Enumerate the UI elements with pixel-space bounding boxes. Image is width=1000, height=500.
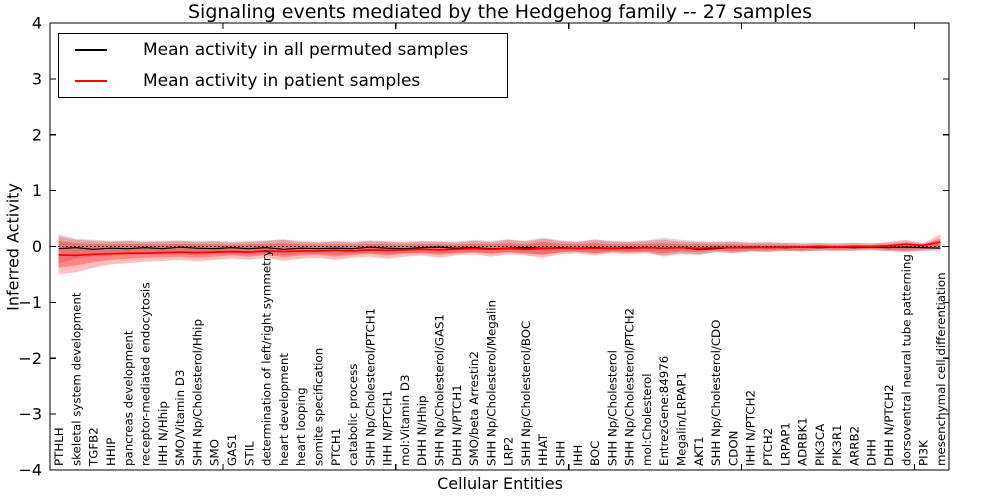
patient-mean-line [58, 241, 941, 257]
y-tick-label: 4 [32, 14, 42, 33]
y-tick-label: 2 [32, 125, 42, 144]
y-tick-label: 3 [32, 69, 42, 88]
x-category-label: AKT1 [692, 436, 706, 466]
x-category-label: mesenchymal cell differentiation [934, 272, 948, 466]
x-category-label: SHH Np/Cholesterol/Hhip [191, 319, 205, 466]
y-axis-label: Inferred Activity [3, 183, 23, 311]
x-category-label: IHH N/Hhip [156, 401, 170, 466]
legend: Mean activity in all permuted samples Me… [58, 33, 508, 98]
x-category-label: pancreas development [121, 330, 135, 466]
x-category-label: HHIP [104, 438, 118, 466]
y-tick-label: 1 [32, 181, 42, 200]
x-category-label: ARRB2 [847, 426, 861, 466]
y-tick-label: −4 [18, 461, 42, 480]
x-category-label: SHH Np/Cholesterol/Megalin [484, 300, 498, 466]
x-category-label: Megalin/LRPAP1 [675, 372, 689, 466]
x-category-label: SMO [208, 439, 222, 466]
x-category-label: SHH Np/Cholesterol/CDO [709, 320, 723, 466]
x-category-label: PI3K [917, 440, 931, 466]
x-category-label: SMO/beta Arrestin2 [467, 351, 481, 466]
x-category-label: IHH N/PTCH1 [381, 390, 395, 466]
x-category-label: somite specification [312, 348, 326, 466]
x-category-label: PIK3R1 [830, 424, 844, 466]
x-category-label: mol:Vitamin D3 [398, 375, 412, 467]
y-tick-label: −2 [18, 349, 42, 368]
x-category-label: CDON [726, 431, 740, 466]
x-category-label: catabolic process [346, 364, 360, 466]
x-category-label: PTCH2 [761, 428, 775, 466]
x-category-label: LRP2 [502, 437, 516, 466]
x-category-label: BOC [588, 441, 602, 466]
x-category-label: SHH Np/Cholesterol [605, 350, 619, 466]
x-category-label: DHH N/PTCH1 [450, 384, 464, 466]
x-category-label: DHH N/PTCH2 [882, 384, 896, 466]
x-category-label: determination of left/right symmetry [260, 249, 274, 466]
y-tick-label: 0 [32, 237, 42, 256]
x-category-label: PTCH1 [329, 428, 343, 466]
x-category-label: STIL [242, 441, 256, 466]
legend-line-permuted-icon [75, 49, 107, 51]
x-category-label: IHH [571, 445, 585, 466]
x-category-label: receptor-mediated endocytosis [139, 283, 153, 466]
x-category-label: SHH Np/Cholesterol/PTCH1 [363, 308, 377, 466]
x-category-label: ADRBK1 [796, 417, 810, 466]
legend-item-permuted: Mean activity in all permuted samples [59, 35, 507, 65]
legend-item-patient: Mean activity in patient samples [59, 66, 507, 96]
x-category-label: SHH [554, 441, 568, 466]
x-category-label: HHAT [536, 433, 550, 466]
y-tick-label: −1 [18, 293, 42, 312]
legend-label-patient: Mean activity in patient samples [143, 71, 421, 91]
x-category-label: PIK3CA [813, 424, 827, 466]
x-category-label: DHH [865, 439, 879, 466]
x-category-label: PTHLH [52, 427, 66, 466]
legend-label-permuted: Mean activity in all permuted samples [143, 40, 469, 60]
x-category-label: SMO/Vitamin D3 [173, 370, 187, 466]
x-category-label: LRPAP1 [778, 422, 792, 466]
y-tick-label: −3 [18, 405, 42, 424]
x-category-label: IHH N/PTCH2 [744, 390, 758, 466]
x-category-label: heart looping [294, 387, 308, 466]
x-category-label: mol:Cholesterol [640, 373, 654, 466]
patient-range-outer-band [58, 234, 941, 275]
x-category-label: GAS1 [225, 434, 239, 466]
legend-line-patient-icon [75, 80, 107, 82]
x-axis-label: Cellular Entities [437, 474, 563, 493]
chart-title: Signaling events mediated by the Hedgeho… [187, 1, 812, 23]
x-category-label: SHH Np/Cholesterol/BOC [519, 321, 533, 466]
x-category-label: skeletal system development [69, 292, 83, 466]
x-category-label: dorsoventral neural tube patterning [899, 254, 913, 466]
x-category-label: TGFB2 [87, 427, 101, 467]
x-category-label: SHH Np/Cholesterol/PTCH2 [623, 308, 637, 466]
x-category-label: heart development [277, 353, 291, 466]
x-category-label: SHH Np/Cholesterol/GAS1 [433, 314, 447, 466]
x-category-label: DHH N/Hhip [415, 396, 429, 467]
x-category-label: EntrezGene:84976 [657, 356, 671, 466]
patient-range-inner-band [58, 238, 941, 268]
